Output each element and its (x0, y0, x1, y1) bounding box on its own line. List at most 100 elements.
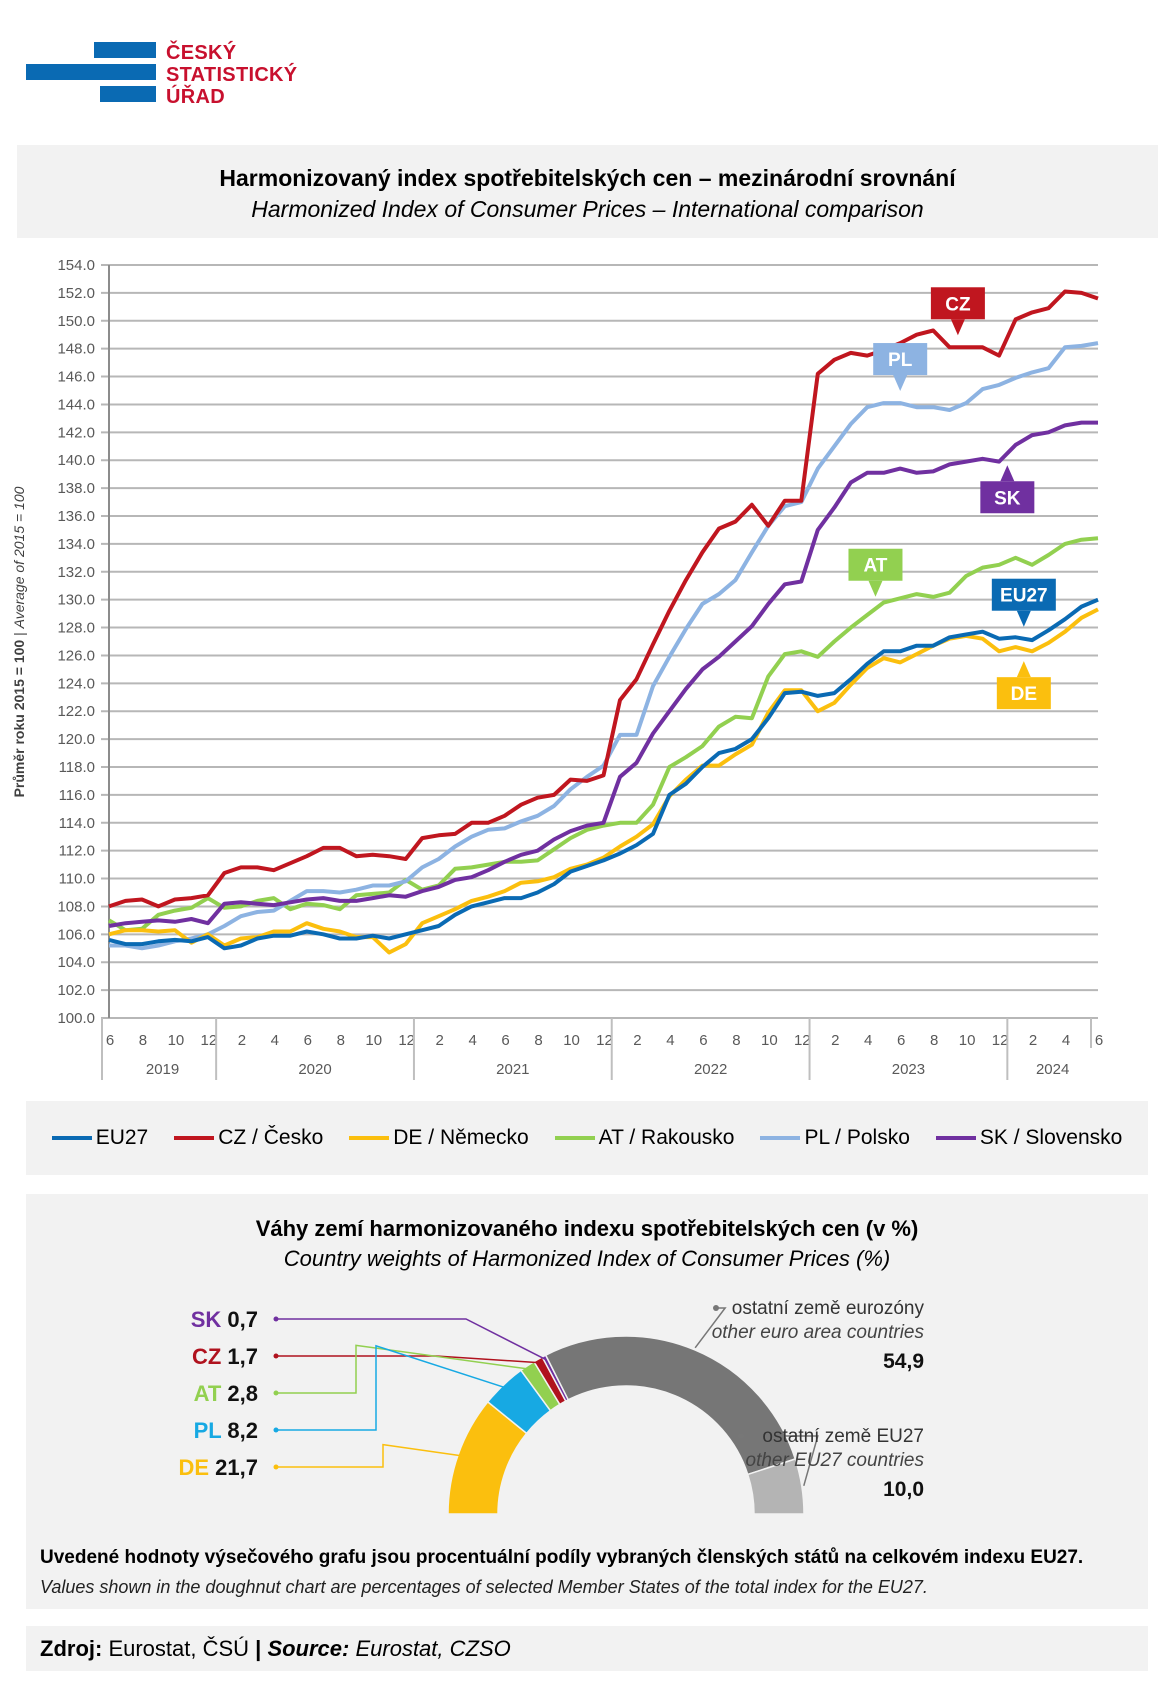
callout-cz: CZ (930, 287, 985, 336)
callout-pointer (893, 375, 908, 392)
callout-label: PL (888, 350, 913, 371)
chart-header: Harmonizovaný index spotřebitelských cen… (17, 145, 1158, 238)
y-tick-label: 132.0 (57, 564, 95, 581)
callout-at: AT (848, 548, 903, 597)
callout-pointer (1016, 661, 1031, 678)
leader-line (276, 1344, 530, 1394)
callout-label: AT (864, 556, 888, 577)
x-tick-label: 10 (761, 1032, 778, 1049)
notes-panel: Uvedené hodnoty výsečového grafu jsou pr… (26, 1539, 1148, 1609)
y-tick-label: 144.0 (57, 396, 95, 413)
slice-label-de: DE 21,7 (178, 1443, 463, 1480)
logo-bar-bottom (100, 86, 156, 102)
legend-swatch (349, 1136, 390, 1140)
x-tick-label: 4 (271, 1032, 279, 1049)
weights-title: Váhy zemí harmonizovaného indexu spotřeb… (255, 1216, 919, 1241)
legend-item: SK / Slovensko (935, 1126, 1123, 1150)
callout-label: DE (1011, 684, 1037, 705)
slice-label-text: PL 8,2 (194, 1418, 258, 1443)
logo-line1: ČESKÝ (166, 42, 237, 64)
x-tick-label: 4 (1062, 1032, 1070, 1049)
weights-subtitle: Country weights of Harmonized Index of C… (283, 1246, 891, 1271)
logo-bar-middle (26, 64, 156, 80)
y-tick-label: 122.0 (57, 703, 95, 720)
slice-label-cz: ostatní země EU27 (762, 1426, 924, 1447)
y-tick-label: 108.0 (57, 898, 95, 915)
x-tick-label: 8 (337, 1032, 345, 1049)
slice-value: 10,0 (883, 1478, 924, 1501)
y-tick-label: 148.0 (57, 341, 95, 358)
callout-pointer (950, 319, 965, 336)
y-tick-label: 150.0 (57, 313, 95, 330)
legend-label: SK / Slovensko (979, 1126, 1123, 1149)
callout-box (991, 578, 1056, 611)
year-label: 2023 (892, 1061, 925, 1078)
slice-label-at: AT 2,8 (194, 1344, 530, 1406)
callout-de: DE (996, 661, 1051, 710)
y-tick-label: 154.0 (57, 257, 95, 274)
x-tick-label: 10 (959, 1032, 976, 1049)
chart-title: Harmonizovaný index spotřebitelských cen… (219, 165, 956, 191)
y-tick-label: 136.0 (57, 508, 95, 525)
callout-pointer (868, 580, 883, 597)
legend-item: DE / Německo (349, 1126, 529, 1150)
x-tick-label: 12 (992, 1032, 1009, 1049)
y-tick-label: 138.0 (57, 480, 95, 497)
callout-pointer (1000, 465, 1015, 482)
legend-label: EU27 (95, 1126, 149, 1149)
y-tick-label: 130.0 (57, 592, 95, 609)
series-line-at (107, 536, 1099, 933)
legend-swatch (935, 1136, 976, 1140)
year-label: 2024 (1036, 1061, 1069, 1078)
year-label: 2020 (298, 1061, 331, 1078)
x-tick-label: 2 (1029, 1032, 1037, 1049)
y-tick-label: 118.0 (59, 759, 95, 776)
chart-legend: EU27 CZ / Česko DE / Německo AT / Rakousko P… (26, 1101, 1148, 1175)
y-tick-label: 112.0 (59, 843, 95, 860)
leader-line (741, 1435, 819, 1487)
note-en: Values shown in the doughnut chart are p… (40, 1577, 928, 1597)
callout-label: CZ (945, 294, 971, 315)
x-tick-label: 2 (633, 1032, 641, 1049)
leader-line (276, 1443, 463, 1468)
year-label: 2021 (496, 1061, 529, 1078)
slice-label-other: ostatní země EU27 other EU27 countries 10,… (738, 1426, 924, 1501)
series-line-pl (109, 341, 1099, 951)
y-tick-label: 134.0 (57, 536, 95, 553)
series-line-eu27 (108, 597, 1099, 951)
leader-line (276, 1318, 547, 1361)
callout-pointer (1016, 610, 1031, 627)
logo-line3: ÚŘAD (166, 86, 225, 108)
slice-label-cz: CZ 1,7 (192, 1344, 541, 1369)
y-tick-label: 110.0 (59, 871, 95, 888)
y-tick-label: 146.0 (57, 369, 95, 386)
legend-swatch (554, 1136, 595, 1140)
callout-pl: PL (873, 343, 928, 392)
x-tick-label: 2 (831, 1032, 839, 1049)
leader-dot (738, 1433, 744, 1439)
leader-dot (713, 1305, 719, 1311)
y-tick-label: 142.0 (57, 424, 95, 441)
y-tick-label: 116.0 (59, 787, 95, 804)
source-label-cz: Zdroj: (40, 1636, 103, 1661)
x-tick-label: 12 (201, 1032, 218, 1049)
legend-item: AT / Rakousko (554, 1126, 734, 1150)
year-label: 2022 (694, 1061, 727, 1078)
weights-panel: SK 0,7 CZ 1,7 AT 2,8 PL 8,2 DE 21,7 ostatní z… (26, 1194, 1148, 1604)
legend-item: PL / Polsko (760, 1126, 910, 1150)
slice-label-other: ostatní země eurozóny other euro area cou… (694, 1298, 924, 1373)
y-tick-label: 104.0 (57, 954, 95, 971)
x-tick-label: 6 (501, 1032, 509, 1049)
x-tick-label: 6 (699, 1032, 707, 1049)
x-tick-label: 8 (930, 1032, 938, 1049)
legend-label: DE / Německo (393, 1126, 529, 1149)
line-chart: 100.0 102.0 104.0 106.0 108.0 110.0 112.0 114.0… (11, 257, 1103, 1080)
slice-label-text: AT 2,8 (194, 1381, 258, 1406)
doughnut-chart: SK 0,7 CZ 1,7 AT 2,8 PL 8,2 DE 21,7 ostatní z… (178, 1298, 924, 1515)
source-text-cz: Eurostat, ČSÚ (102, 1636, 256, 1661)
doughnut-slice (746, 1458, 805, 1515)
slice-label-sk: SK 0,7 (191, 1307, 547, 1361)
leader-line (276, 1344, 507, 1431)
x-tick-label: 2 (238, 1032, 246, 1049)
source-sep: | (255, 1636, 262, 1661)
